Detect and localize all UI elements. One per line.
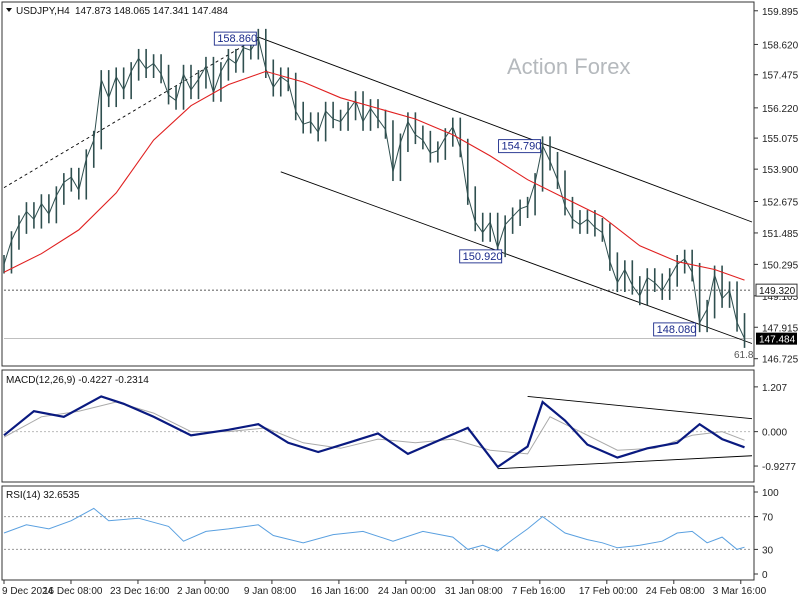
macd-y-tick-label: 0.000: [762, 428, 787, 439]
price-y-tick-label: 157.475: [762, 71, 799, 82]
rsi-y-tick-label: 0: [762, 570, 768, 581]
x-axis-tick-label: 17 Feb 00:00: [579, 586, 638, 597]
rsi-layer: [3, 507, 752, 552]
price-y-tick-label: 149.105: [762, 292, 799, 303]
channel-trendline: [3, 36, 259, 189]
price-y-tick-label: 156.220: [762, 104, 799, 115]
channel-trendline: [280, 171, 753, 344]
price-layer: 158.860 154.790 150.920 148.080 61.8: [3, 28, 754, 361]
rsi-header: RSI(14) 32.6535: [6, 490, 80, 501]
price-tag-label: 147.484: [759, 335, 796, 346]
fibonacci-label: 61.8: [734, 350, 754, 361]
channel-trendline: [258, 36, 753, 223]
swing-label-box: [653, 322, 697, 337]
x-axis-tick-label: 16 Jan 16:00: [311, 586, 369, 597]
price-line: [3, 36, 745, 339]
swing-label-box: [498, 139, 542, 154]
macd-y-tick-label: -0.9277: [762, 462, 796, 473]
swing-label-box: [459, 249, 503, 264]
macd-panel-frame: [1, 369, 755, 483]
macd-header: MACD(12,26,9) -0.4227 -0.2314: [6, 375, 149, 386]
rsi-panel-frame: [1, 485, 755, 581]
price-y-tick-label: 152.675: [762, 198, 799, 209]
price-y-tick-label: 151.485: [762, 229, 799, 240]
macd-trendline: [527, 395, 753, 420]
macd-signal-line: [3, 401, 745, 455]
price-header-symbol: USDJPY,H4: [16, 6, 70, 17]
swing-label-box: [213, 31, 257, 46]
price-tag-box: [756, 332, 797, 345]
rsi-y-tick-label: 30: [762, 545, 774, 556]
x-axis-tick-label: 3 Mar 16:00: [713, 586, 767, 597]
x-axis-tick-label: 7 Feb 16:00: [512, 586, 566, 597]
macd-layer: [3, 395, 753, 470]
axis-layer: 159.895 158.620 157.475 156.220 155.075 153.9…: [2, 7, 799, 597]
macd-line: [3, 395, 745, 469]
rsi-y-tick-label: 100: [762, 488, 779, 499]
price-y-tick-label: 159.895: [762, 7, 799, 18]
price-y-tick-label: 147.915: [762, 323, 799, 334]
price-y-tick-label: 153.900: [762, 165, 799, 176]
rsi-y-tick-label: 70: [762, 513, 774, 524]
x-axis-tick-label: 23 Dec 16:00: [110, 586, 170, 597]
swing-label: 148.080: [657, 324, 697, 336]
price-y-tick-label: 155.075: [762, 134, 799, 145]
swing-label: 150.920: [463, 251, 503, 263]
x-axis-tick-label: 2 Jan 00:00: [177, 586, 230, 597]
price-tag-label: 149.320: [759, 286, 796, 297]
price-y-tick-label: 150.295: [762, 260, 799, 271]
rsi-line: [3, 507, 745, 552]
swing-label: 158.860: [217, 33, 257, 45]
watermark: Action Forex: [507, 54, 631, 79]
macd-y-tick-label: 1.207: [762, 383, 787, 394]
price-y-tick-label: 158.620: [762, 40, 799, 51]
x-axis-tick-label: 16 Dec 08:00: [43, 586, 103, 597]
x-axis-tick-label: 24 Feb 08:00: [646, 586, 705, 597]
price-tag-box: [755, 283, 798, 297]
x-axis-tick-label: 9 Jan 08:00: [244, 586, 297, 597]
x-axis-tick-label: 9 Dec 2024: [2, 586, 54, 597]
x-axis-tick-label: 24 Jan 00:00: [378, 586, 436, 597]
macd-trendline: [497, 455, 753, 470]
price-y-tick-label: 146.725: [762, 355, 799, 366]
dropdown-triangle-icon[interactable]: [6, 8, 12, 12]
x-axis-tick-label: 31 Jan 08:00: [445, 586, 503, 597]
price-panel-frame: [1, 1, 755, 367]
swing-label: 154.790: [502, 141, 542, 153]
moving-average-line: [3, 70, 745, 281]
price-header-ohlc: 147.873 148.065 147.341 147.484: [75, 6, 228, 17]
